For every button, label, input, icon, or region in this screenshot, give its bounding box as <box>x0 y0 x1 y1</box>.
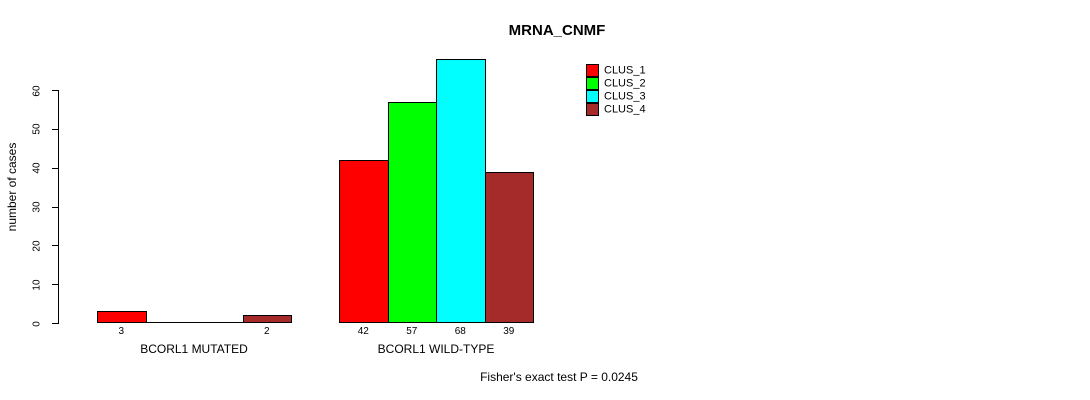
legend-label-clus-3: CLUS_3 <box>604 90 646 103</box>
bar-value-clus-3-bcorl1-wild-type: 68 <box>454 326 466 337</box>
fisher-test-annotation: Fisher's exact test P = 0.0245 <box>480 370 638 384</box>
y-tick-label-40: 40 <box>31 162 43 174</box>
bar-clus-4-bcorl1-mutated <box>242 315 292 323</box>
legend-item-clus-3: CLUS_3 <box>586 90 646 103</box>
y-tick-50 <box>52 128 58 130</box>
bar-value-clus-1-bcorl1-wild-type: 42 <box>357 326 369 337</box>
y-tick-label-10: 10 <box>31 279 43 291</box>
chart-title: MRNA_CNMF <box>508 22 606 39</box>
bar-value-clus-4-bcorl1-wild-type: 39 <box>503 326 515 337</box>
legend-item-clus-4: CLUS_4 <box>586 103 646 116</box>
legend-item-clus-1: CLUS_1 <box>586 64 646 77</box>
bar-clus-1-bcorl1-mutated <box>97 311 147 323</box>
y-tick-label-0: 0 <box>31 320 43 327</box>
bar-clus-2-bcorl1-wild-type <box>387 101 437 323</box>
legend-swatch-clus-3 <box>586 90 599 103</box>
y-tick-30 <box>52 206 58 208</box>
legend-swatch-clus-4 <box>586 103 599 116</box>
bar-clus-1-bcorl1-wild-type <box>339 159 389 323</box>
y-tick-60 <box>52 90 58 91</box>
legend-label-clus-1: CLUS_1 <box>604 64 646 77</box>
bar-clus-4-bcorl1-wild-type <box>484 171 534 323</box>
y-tick-10 <box>52 284 58 286</box>
bar-clus-3-bcorl1-wild-type <box>436 58 486 323</box>
group-label-bcorl1-wild-type: BCORL1 WILD-TYPE <box>377 342 495 356</box>
legend-label-clus-4: CLUS_4 <box>604 103 646 116</box>
legend-label-clus-2: CLUS_2 <box>604 77 646 90</box>
y-tick-label-60: 60 <box>31 84 43 97</box>
legend-item-clus-2: CLUS_2 <box>586 77 646 90</box>
bar-value-clus-1-bcorl1-mutated: 3 <box>118 326 125 337</box>
bar-value-clus-2-bcorl1-wild-type: 57 <box>406 326 418 337</box>
legend-swatch-clus-1 <box>586 64 599 77</box>
y-tick-0 <box>52 323 58 324</box>
group-label-bcorl1-mutated: BCORL1 MUTATED <box>140 342 248 356</box>
baseline-bcorl1-mutated <box>97 322 292 323</box>
y-tick-40 <box>52 167 58 169</box>
y-axis-line <box>58 90 59 324</box>
y-tick-label-30: 30 <box>31 201 43 213</box>
bar-value-clus-4-bcorl1-mutated: 2 <box>263 326 270 337</box>
y-tick-label-50: 50 <box>31 123 43 135</box>
y-tick-label-20: 20 <box>31 240 43 252</box>
y-tick-20 <box>52 245 58 247</box>
y-axis-label: number of cases <box>5 142 19 232</box>
legend-swatch-clus-2 <box>586 77 599 90</box>
